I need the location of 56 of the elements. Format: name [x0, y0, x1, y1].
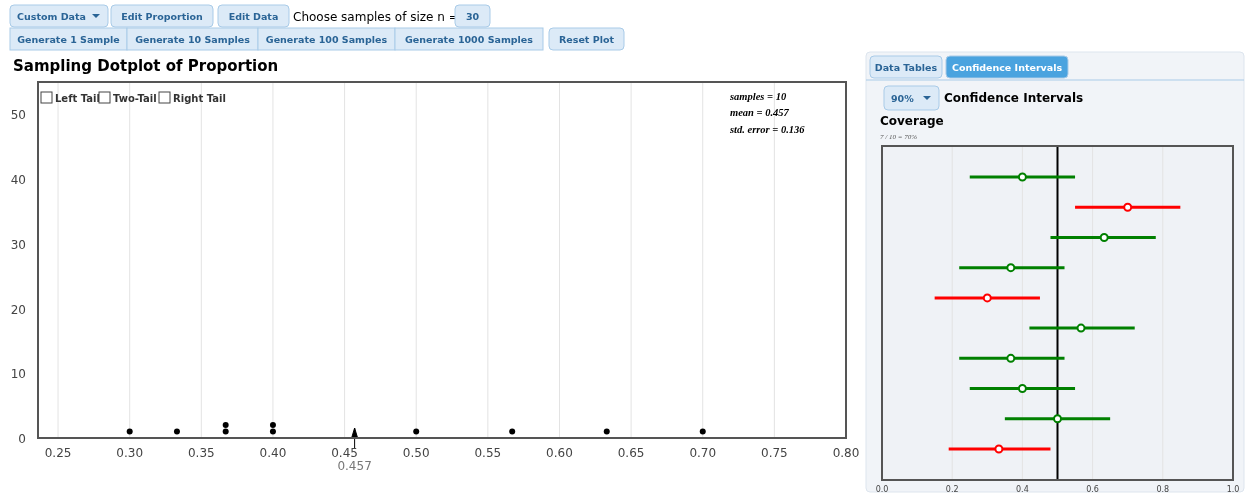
text: 90% [891, 93, 915, 104]
text: Generate 1 Sample [17, 34, 120, 45]
annotation: Right Tail [173, 93, 226, 104]
x-tick-label: 0.45 [331, 446, 358, 460]
chart-title: Sampling Dotplot of Proportion [13, 57, 279, 75]
y-tick-label: 0 [18, 432, 26, 446]
x-tick-label: 0.35 [187, 446, 215, 460]
x-tick-label: 1.0 [1226, 485, 1240, 494]
x-tick-label: 0.30 [116, 446, 144, 460]
x-tick-label: 0.65 [617, 446, 645, 460]
x-tick-label: 0.70 [689, 446, 717, 460]
x-tick-label: 0.40 [259, 446, 287, 460]
x-tick-label: 0.75 [761, 446, 788, 460]
text: Generate 1000 Samples [405, 34, 534, 45]
annotation: samples = 10 [729, 91, 787, 102]
x-tick-label: 0.8 [1156, 485, 1170, 494]
text: Custom Data [17, 11, 86, 22]
annotation: Left Tail [55, 93, 100, 104]
point [982, 293, 992, 303]
text: Generate 100 Samples [265, 34, 388, 45]
y-tick-label: 30 [10, 237, 26, 252]
point [1053, 414, 1062, 424]
point [1123, 202, 1133, 212]
annotation: Two-Tail [113, 93, 157, 104]
point [1006, 353, 1016, 363]
x-tick-label: 0.25 [44, 446, 72, 460]
x-tick-label: 0.6 [1086, 485, 1099, 494]
chart-title: Coverage [880, 114, 944, 128]
x-tick-label: 0.80 [832, 446, 860, 460]
x-tick-label: 0.4 [1016, 485, 1029, 494]
x-tick-label: 0.0 [875, 485, 889, 494]
text: Data Tables [874, 62, 938, 73]
y-tick-label: 20 [10, 302, 26, 317]
y-tick-label: 10 [10, 367, 26, 382]
point [1006, 263, 1016, 273]
x-tick-label: 0.60 [546, 446, 573, 460]
point [1099, 232, 1109, 242]
y-tick-label: 40 [10, 173, 26, 188]
text: 30 [465, 11, 480, 22]
x-tick-label: 0.50 [402, 446, 430, 460]
annotation: std. error = 0.136 [729, 124, 806, 135]
x-tick-label: 0.55 [474, 446, 502, 460]
text: Generate 10 Samples [135, 34, 251, 45]
text: Confidence Intervals [951, 62, 1063, 73]
point [1017, 172, 1027, 182]
text: Confidence Intervals [944, 91, 1084, 105]
text: Edit Proportion [121, 11, 204, 22]
point [1076, 323, 1086, 333]
ref-line-label: 0.457 [337, 459, 372, 473]
text: Reset Plot [559, 34, 615, 45]
text: Edit Data [228, 11, 279, 22]
point [994, 444, 1004, 454]
x-tick-label: 0.2 [945, 485, 959, 494]
annotation: mean = 0.457 [730, 107, 790, 118]
point [1017, 384, 1027, 394]
y-tick-label: 50 [10, 108, 26, 123]
